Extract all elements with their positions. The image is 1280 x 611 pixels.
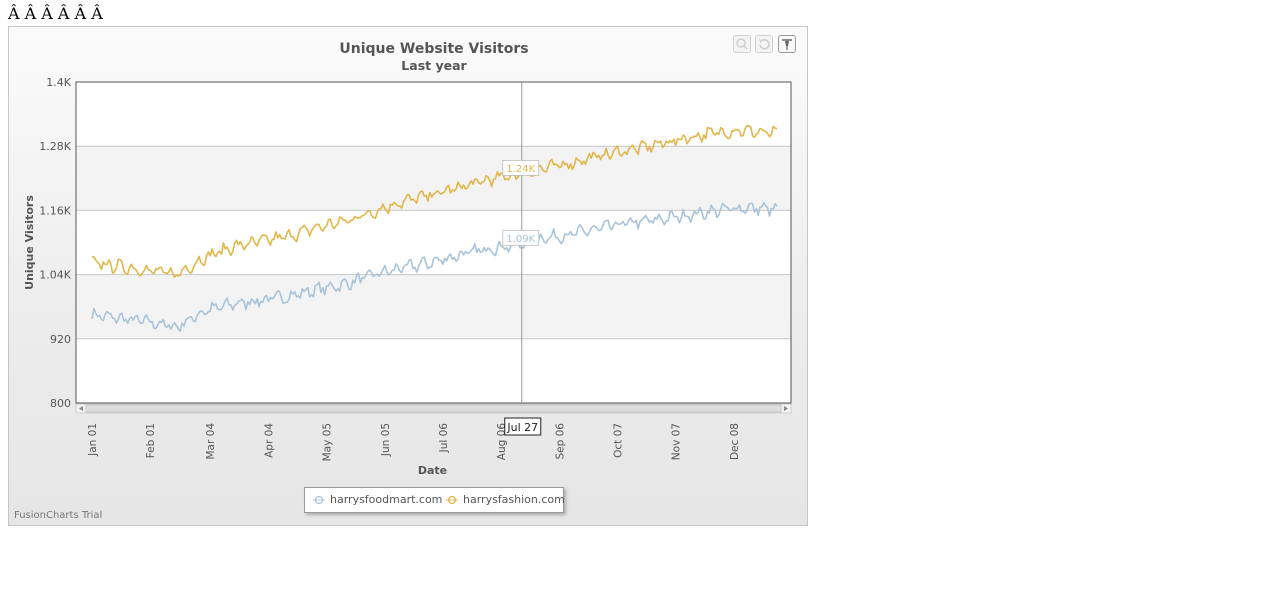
x-tick-label: Feb 01 <box>145 423 157 458</box>
legend-label-fashion: harrysfashion.com <box>463 493 565 506</box>
y-tick-label: 1.04K <box>39 269 71 282</box>
x-tick-label: May 05 <box>322 423 334 461</box>
x-tick-label: Jun 05 <box>380 423 392 457</box>
series-line-foodmart <box>91 201 778 333</box>
zoom-icon[interactable] <box>733 35 751 53</box>
scroll-left-icon <box>79 406 83 411</box>
chart-title: Unique Website Visitors <box>339 41 529 57</box>
x-axis-title: Date <box>418 464 447 477</box>
scroll-right-icon <box>784 406 788 411</box>
y-tick-label: 1.28K <box>39 140 71 153</box>
series-line-fashion <box>91 124 778 278</box>
x-tick-label: Dec 08 <box>729 423 741 460</box>
legend-item-fashion[interactable]: harrysfashion.com <box>446 493 565 506</box>
y-tick-label: 1.4K <box>46 76 71 89</box>
y-tick-label: 800 <box>50 397 71 410</box>
pin-icon[interactable] <box>778 35 796 53</box>
x-tick-label: Nov 07 <box>671 423 683 460</box>
trial-watermark: FusionCharts Trial <box>14 510 103 521</box>
x-tick-label: Mar 04 <box>205 423 217 460</box>
plot-border <box>75 81 792 404</box>
x-tick-label: Apr 04 <box>263 423 275 458</box>
y-axis-title: Unique Visitors <box>23 195 36 290</box>
crosshair-date-box <box>504 417 542 436</box>
x-tick-label: Jan 01 <box>87 423 99 457</box>
crosshair-tooltip-box <box>502 229 540 246</box>
x-tick-label: Jul 06 <box>438 423 450 454</box>
encoding-glyphs: Â Â Â Â Â Â <box>8 4 103 23</box>
grid-band <box>76 146 791 211</box>
x-tick-label: Sep 06 <box>554 423 566 460</box>
grid-band <box>76 274 791 339</box>
y-tick-label: 920 <box>50 333 71 346</box>
crosshair-tooltip-box <box>502 159 540 176</box>
crosshair-tooltip-value: 1.09K <box>506 234 535 245</box>
chart-subtitle: Last year <box>401 58 467 73</box>
legend-label-foodmart: harrysfoodmart.com <box>330 493 443 506</box>
crosshair-date-label: Jul 27 <box>506 421 538 434</box>
chart-legend: harrysfoodmart.com harrysfashion.com <box>304 487 565 513</box>
plot-area <box>76 82 791 403</box>
x-tick-label: Oct 07 <box>612 423 624 458</box>
crosshair-tooltip-value: 1.24K <box>506 164 535 175</box>
y-tick-label: 1.16K <box>39 204 71 217</box>
legend-marker-foodmart <box>313 495 325 504</box>
legend-item-foodmart[interactable]: harrysfoodmart.com <box>313 493 442 506</box>
legend-marker-fashion <box>446 495 458 504</box>
scrollbar-thumb <box>85 404 782 413</box>
reset-icon[interactable] <box>755 35 773 53</box>
